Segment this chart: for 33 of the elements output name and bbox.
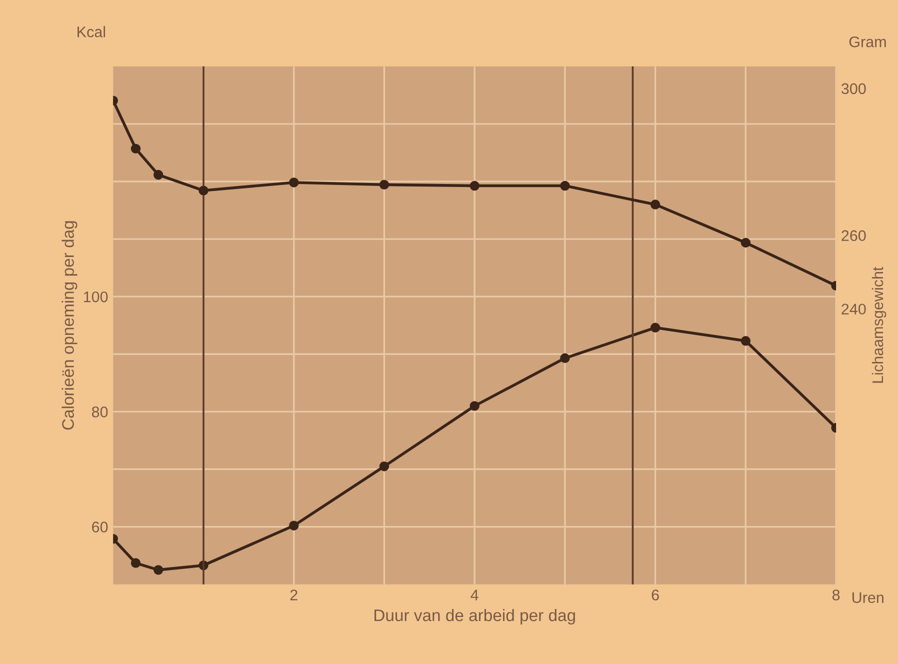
y-tick-label: 80 [92,406,108,418]
y2-tick-label: 240 [842,304,866,315]
point [379,180,390,190]
text: Uren [852,592,884,604]
y2-tick-label: 260 [842,230,866,242]
point [130,144,141,154]
point [379,461,390,472]
point [740,336,751,346]
x-tick-label: 6 [652,590,659,600]
x-tick-label: 8 [832,590,840,600]
point [470,180,480,191]
point [650,200,660,210]
point [289,520,299,530]
point [650,322,660,333]
y-axis-title: Calorieën opneming per dag [62,221,78,430]
point [198,186,208,196]
y2-axis-title: Lichaamsgewicht [872,266,886,383]
text: Kcal [78,26,106,38]
point [153,170,164,180]
point [470,401,480,411]
point [560,353,570,364]
x-tick-label: 4 [470,590,478,600]
point [740,238,751,248]
x-tick-label: 2 [290,590,298,600]
text: Gram [849,36,886,48]
y-tick-label: 100 [84,291,108,302]
point [130,558,141,568]
y2-tick-label: 300 [841,83,866,94]
point [153,565,164,575]
y-tick-label: 60 [92,522,108,532]
point [560,180,570,191]
x-axis-title: Duur van de arbeid per dag [374,608,575,625]
point [289,178,299,188]
